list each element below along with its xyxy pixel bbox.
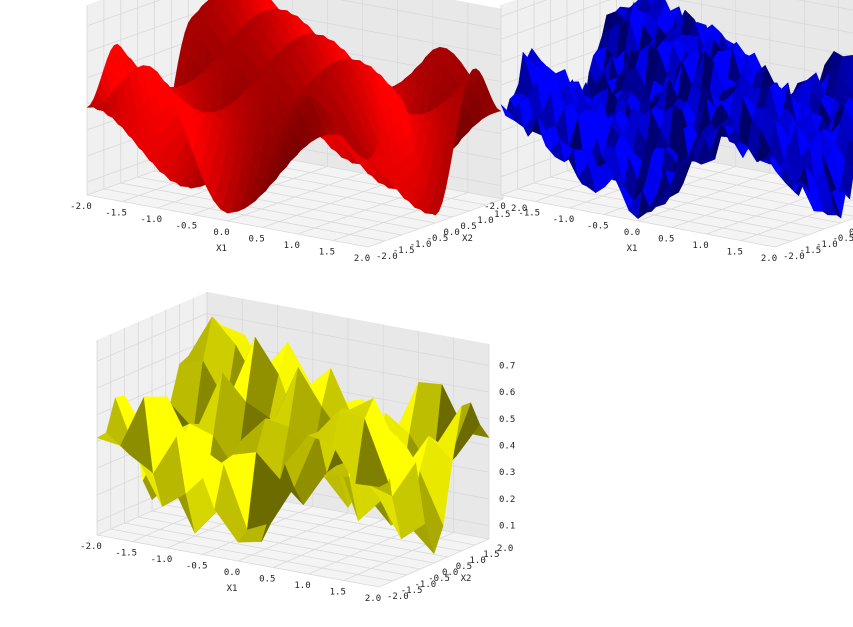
x-axis-title: X1	[227, 584, 238, 594]
y-tick-label: -1.5	[393, 246, 415, 256]
z-tick-label: 0.3	[499, 468, 515, 478]
y-tick-label: 1.0	[477, 216, 493, 226]
x-tick-label: -1.0	[151, 555, 173, 565]
x-tick-label: 2.0	[761, 254, 777, 264]
x-tick-label: -1.5	[105, 209, 127, 219]
z-tick-label: 0.6	[499, 388, 515, 398]
y-axis-title: X2	[462, 234, 473, 244]
x-tick-label: 2.0	[354, 254, 370, 264]
x-axis-title: X1	[216, 244, 227, 254]
y-tick-label: 0.5	[456, 562, 472, 572]
y-tick-label: -2.0	[783, 252, 805, 262]
y-tick-label: 1.0	[470, 556, 486, 566]
y-tick-label: 1.5	[494, 210, 510, 220]
y-tick-label: -0.5	[833, 234, 853, 244]
axis-labels: -2.0-1.5-1.0-0.50.00.51.01.52.0 -2.0-1.5-…	[484, 202, 853, 264]
z-tick-label: 0.2	[499, 495, 515, 505]
x-tick-label: -2.0	[70, 202, 92, 212]
y-tick-label: 1.5	[483, 550, 499, 560]
x-axis-title: X1	[627, 244, 638, 254]
x-tick-label: -0.5	[587, 222, 609, 232]
y-tick-label: -1.0	[410, 240, 432, 250]
x-tick-label: 0.0	[213, 228, 229, 238]
y-tick-label: 2.0	[497, 544, 513, 554]
x-tick-label: -2.0	[484, 202, 506, 212]
x-tick-label: -2.0	[80, 542, 102, 552]
x-tick-label: -1.0	[140, 215, 162, 225]
x-tick-label: 0.0	[224, 568, 240, 578]
x-tick-label: 1.0	[284, 241, 300, 251]
x-tick-label: -0.5	[176, 222, 198, 232]
y-tick-label: -1.0	[816, 240, 838, 250]
y-tick-label: -0.5	[427, 234, 449, 244]
y-tick-label: -1.5	[401, 586, 423, 596]
subplot-1: -2.0-1.5-1.0-0.50.00.51.01.52.0 -2.0-1.5-…	[70, 0, 544, 264]
x-tick-label: -1.5	[115, 549, 137, 559]
y-tick-label: 2.0	[511, 204, 527, 214]
y-axis-title: X2	[461, 574, 472, 584]
x-tick-label: 0.5	[248, 235, 264, 245]
x-tick-label: 1.0	[294, 581, 310, 591]
y-tick-label: 0.5	[460, 222, 476, 232]
z-tick-label: 0.7	[499, 361, 515, 371]
subplot-2: -2.0-1.5-1.0-0.50.00.51.01.52.0 -2.0-1.5-…	[484, 0, 853, 264]
surface	[96, 316, 490, 555]
z-tick-label: 0.4	[499, 442, 515, 452]
y-tick-label: -1.0	[415, 580, 437, 590]
y-tick-label: -2.0	[387, 592, 409, 602]
x-tick-label: 0.5	[658, 235, 674, 245]
z-tick-label: 0.1	[499, 522, 515, 532]
x-tick-label: 2.0	[365, 594, 381, 604]
x-tick-label: 0.0	[624, 228, 640, 238]
x-tick-label: 1.5	[727, 248, 743, 258]
subplot-3: -2.0-1.5-1.0-0.50.00.51.01.52.0 -2.0-1.5-…	[80, 292, 515, 604]
z-tick-label: 0.5	[499, 415, 515, 425]
axis-labels: -2.0-1.5-1.0-0.50.00.51.01.52.0 -2.0-1.5-…	[80, 361, 515, 604]
surface	[86, 0, 504, 216]
x-tick-label: -0.5	[186, 562, 208, 572]
y-tick-label: -2.0	[376, 252, 398, 262]
y-tick-label: 0.0	[444, 228, 460, 238]
surface	[500, 0, 853, 220]
x-tick-label: -1.0	[553, 215, 575, 225]
x-tick-label: -1.5	[518, 209, 540, 219]
y-tick-label: 0.0	[442, 568, 458, 578]
y-tick-label: -1.5	[800, 246, 822, 256]
x-tick-label: 1.5	[330, 588, 346, 598]
y-tick-label: -0.5	[428, 574, 450, 584]
x-tick-label: 1.0	[692, 241, 708, 251]
y-tick-label: 0.0	[849, 228, 853, 238]
x-tick-label: 1.5	[319, 248, 335, 258]
x-tick-label: 0.5	[259, 575, 275, 585]
